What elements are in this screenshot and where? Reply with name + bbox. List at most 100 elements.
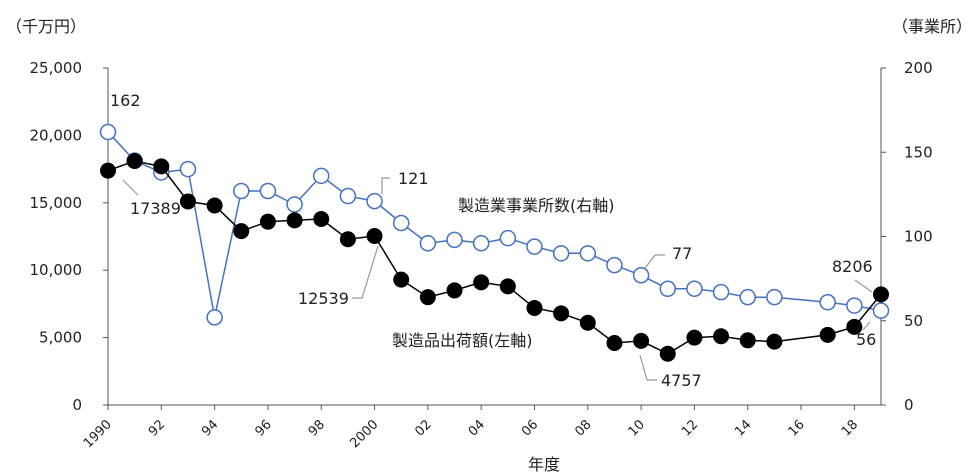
data-point [819, 326, 836, 343]
data-point [233, 223, 250, 240]
data-point [419, 234, 437, 252]
series-line-1 [107, 160, 882, 355]
data-point [553, 305, 570, 322]
data-point [446, 282, 463, 299]
x-tick-label: 16 [786, 417, 808, 439]
annotation-leader [862, 321, 871, 331]
annotation-label: 12539 [298, 289, 349, 308]
annotation-label: 121 [398, 169, 429, 188]
data-point [846, 297, 863, 314]
x-tick-label: 92 [146, 417, 168, 439]
right-tick-label: 150 [904, 143, 933, 161]
data-point [259, 213, 276, 230]
data-point [499, 278, 516, 295]
data-point [739, 288, 756, 306]
legend-label-establishments: 製造業事業所数(右軸) [458, 196, 615, 215]
data-point [312, 167, 330, 185]
x-tick-label: 18 [839, 417, 861, 439]
left-axis-unit: （千万円） [6, 17, 86, 36]
x-tick-label: 06 [519, 417, 541, 439]
right-tick-label: 100 [904, 228, 933, 246]
data-point [873, 286, 889, 303]
left-tick-label: 0 [72, 396, 82, 414]
data-point [286, 196, 303, 213]
annotation-leader [639, 354, 657, 381]
series-line-0 [107, 131, 882, 318]
data-point [659, 345, 676, 362]
data-point [606, 256, 623, 274]
data-point [712, 283, 730, 301]
data-point [872, 302, 890, 319]
data-point [393, 271, 410, 288]
data-point [473, 274, 490, 291]
data-point [179, 193, 196, 210]
data-point [126, 153, 143, 170]
data-point [206, 309, 223, 326]
data-point [633, 332, 650, 349]
data-point [286, 212, 303, 229]
data-point [686, 280, 703, 297]
data-point [713, 328, 730, 345]
data-point [659, 280, 677, 297]
annotation-leader [122, 179, 139, 196]
data-point [526, 238, 543, 255]
annotation-leader [854, 279, 873, 293]
right-tick-label: 200 [904, 59, 933, 77]
data-point [526, 299, 543, 316]
data-point [366, 227, 383, 244]
annotation-label: 17389 [130, 199, 181, 218]
data-point [552, 245, 570, 262]
data-point [579, 245, 597, 262]
annotation-label: 8206 [832, 257, 873, 276]
data-point [99, 123, 117, 141]
data-point [100, 162, 116, 179]
data-point [472, 234, 490, 252]
x-tick-label: 1990 [81, 417, 115, 451]
x-tick-label: 14 [732, 417, 754, 439]
left-tick-label: 25,000 [30, 59, 83, 77]
left-tick-label: 5,000 [39, 329, 82, 347]
annotation-leader [644, 254, 665, 269]
annotation-leader [381, 177, 390, 194]
data-point [499, 229, 517, 247]
x-axis-label: 年度 [528, 455, 560, 474]
right-tick-label: 0 [904, 396, 914, 414]
left-tick-label: 10,000 [30, 261, 83, 279]
data-point [766, 333, 783, 350]
data-point [846, 318, 863, 335]
x-tick-label: 96 [252, 417, 274, 439]
x-tick-label: 94 [199, 417, 221, 439]
series-layer [99, 123, 890, 362]
data-point [819, 293, 836, 311]
annotation-label: 77 [672, 244, 692, 263]
right-tick-label: 50 [904, 312, 923, 330]
annotation-label: 162 [110, 91, 141, 110]
x-tick-label: 04 [466, 417, 488, 439]
data-point [179, 160, 197, 178]
right-axis-unit: （事業所） [892, 17, 972, 36]
legend-label-shipments: 製造品出荷額(左軸) [392, 331, 533, 350]
data-point [339, 187, 357, 205]
data-point [739, 332, 756, 349]
data-point [766, 288, 783, 306]
data-point [366, 192, 383, 210]
x-tick-label: 10 [626, 417, 648, 439]
data-point [233, 182, 250, 200]
data-point [339, 231, 356, 248]
data-point [206, 197, 223, 214]
annotation-label: 4757 [661, 371, 702, 390]
x-tick-label: 12 [679, 417, 701, 439]
data-point [446, 231, 463, 249]
data-point [419, 289, 436, 306]
x-tick-label: 08 [572, 417, 594, 439]
data-point [606, 334, 623, 351]
data-point [686, 329, 703, 346]
data-point [632, 267, 650, 284]
data-point [259, 182, 277, 200]
left-tick-label: 15,000 [30, 194, 83, 212]
annotation-label: 56 [856, 330, 876, 349]
annotation-layer: 162 17389 121 12539 77 4757 8206 56 [110, 91, 876, 390]
data-point [153, 158, 170, 175]
data-point [313, 210, 330, 227]
